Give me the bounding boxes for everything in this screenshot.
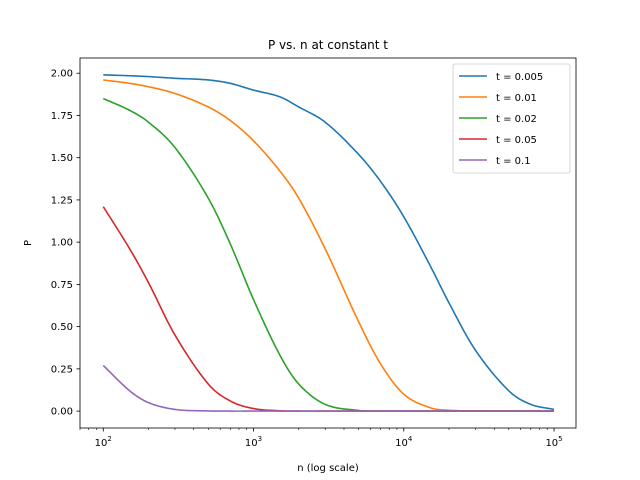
- y-tick-label-8: 2.00: [51, 69, 73, 80]
- legend-label-1: t = 0.01: [496, 93, 537, 104]
- y-axis-ticks: 0.00 0.25 0.50 0.75 1.00 1.25 1.50 1.75 2.00: [51, 69, 80, 418]
- series-line-0: [103, 74, 555, 411]
- x-axis-ticks: 102 103 104 105: [79, 428, 563, 449]
- legend-label-3: t = 0.05: [496, 135, 537, 146]
- legend-label-0: t = 0.005: [496, 72, 543, 83]
- y-tick-label-2: 0.50: [51, 322, 73, 333]
- y-tick-label-6: 1.50: [51, 153, 73, 164]
- chart-title: P vs. n at constant t: [268, 38, 388, 52]
- y-tick-label-3: 0.75: [51, 280, 73, 291]
- y-tick-label-4: 1.00: [51, 238, 73, 249]
- x-tick-label-2: 104: [395, 435, 413, 449]
- legend-label-2: t = 0.02: [496, 114, 537, 125]
- y-tick-label-0: 0.00: [51, 407, 73, 418]
- x-tick-label-1: 103: [245, 435, 262, 449]
- series-layer: [102, 74, 555, 412]
- plot-frame: [79, 57, 577, 429]
- series-line-4: [102, 364, 555, 412]
- legend-label-4: t = 0.1: [496, 156, 531, 167]
- x-tick-label-0: 102: [95, 435, 112, 449]
- y-tick-label-7: 1.75: [51, 111, 73, 122]
- x-axis-label: n (log scale): [297, 463, 359, 474]
- legend-box: [452, 63, 571, 174]
- x-tick-label-3: 105: [545, 435, 562, 449]
- y-axis-label: P: [23, 240, 34, 246]
- y-tick-label-5: 1.25: [51, 195, 73, 206]
- y-tick-label-1: 0.25: [51, 364, 73, 375]
- legend: t = 0.005 t = 0.01 t = 0.02 t = 0.05 t = 0.1: [452, 63, 571, 174]
